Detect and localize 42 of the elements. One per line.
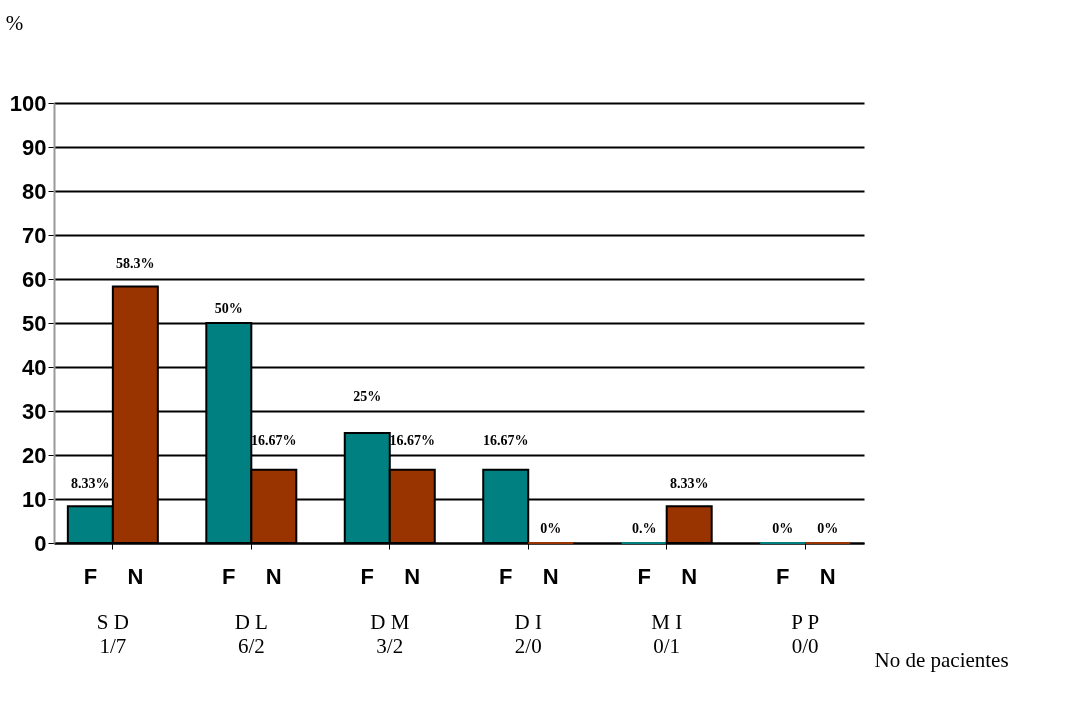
text: N: [127, 564, 144, 589]
data-label: 25%: [353, 389, 382, 404]
text: F: [360, 564, 374, 589]
text: N: [404, 564, 421, 589]
x-tick-label: D M 3/2: [370, 609, 410, 658]
x-tick-label: D I 2/0: [514, 609, 542, 658]
data-label: 0.%: [631, 521, 657, 536]
y-tick-label: 90: [22, 134, 47, 160]
y-tick-label: 70: [22, 222, 47, 248]
text: F: [775, 564, 790, 589]
x-axis-title: No de pacientes: [874, 647, 1009, 672]
text: F: [637, 564, 651, 589]
text: N: [681, 564, 698, 589]
data-label: 0%: [772, 521, 794, 536]
data-label: 0%: [540, 521, 562, 536]
x-tick-label: M I 0/1: [651, 609, 683, 658]
y-axis-title: %: [5, 10, 24, 35]
y-tick-label: 100: [9, 90, 47, 116]
legend-label: N: [265, 564, 282, 589]
text: N: [542, 564, 559, 589]
y-tick-label: 30: [22, 398, 47, 424]
data-label: 8.33%: [669, 476, 709, 492]
text: N: [819, 564, 836, 589]
y-tick-label: 10: [22, 486, 47, 512]
y-tick-label: 40: [22, 354, 47, 380]
y-tick-label: 60: [22, 266, 47, 292]
data-label: 58.3%: [116, 256, 155, 272]
y-tick-label: 0: [34, 530, 47, 556]
x-tick-label: S D 1/7: [96, 609, 129, 658]
text: F: [499, 564, 513, 589]
x-tick-label: D L 6/2: [234, 609, 268, 658]
data-label: 16.67%: [251, 432, 297, 448]
data-label: 0%: [817, 521, 839, 536]
x-tick-label: P P 0/0: [791, 609, 820, 658]
legend-label: F: [83, 564, 98, 589]
y-tick-label: 50: [22, 310, 47, 336]
y-tick-label: 20: [22, 442, 47, 468]
data-label: 16.67%: [482, 432, 529, 448]
text: F: [222, 564, 236, 589]
data-label: 50%: [214, 301, 243, 316]
data-label: 8.33%: [71, 476, 110, 492]
y-tick-label: 80: [22, 178, 47, 204]
